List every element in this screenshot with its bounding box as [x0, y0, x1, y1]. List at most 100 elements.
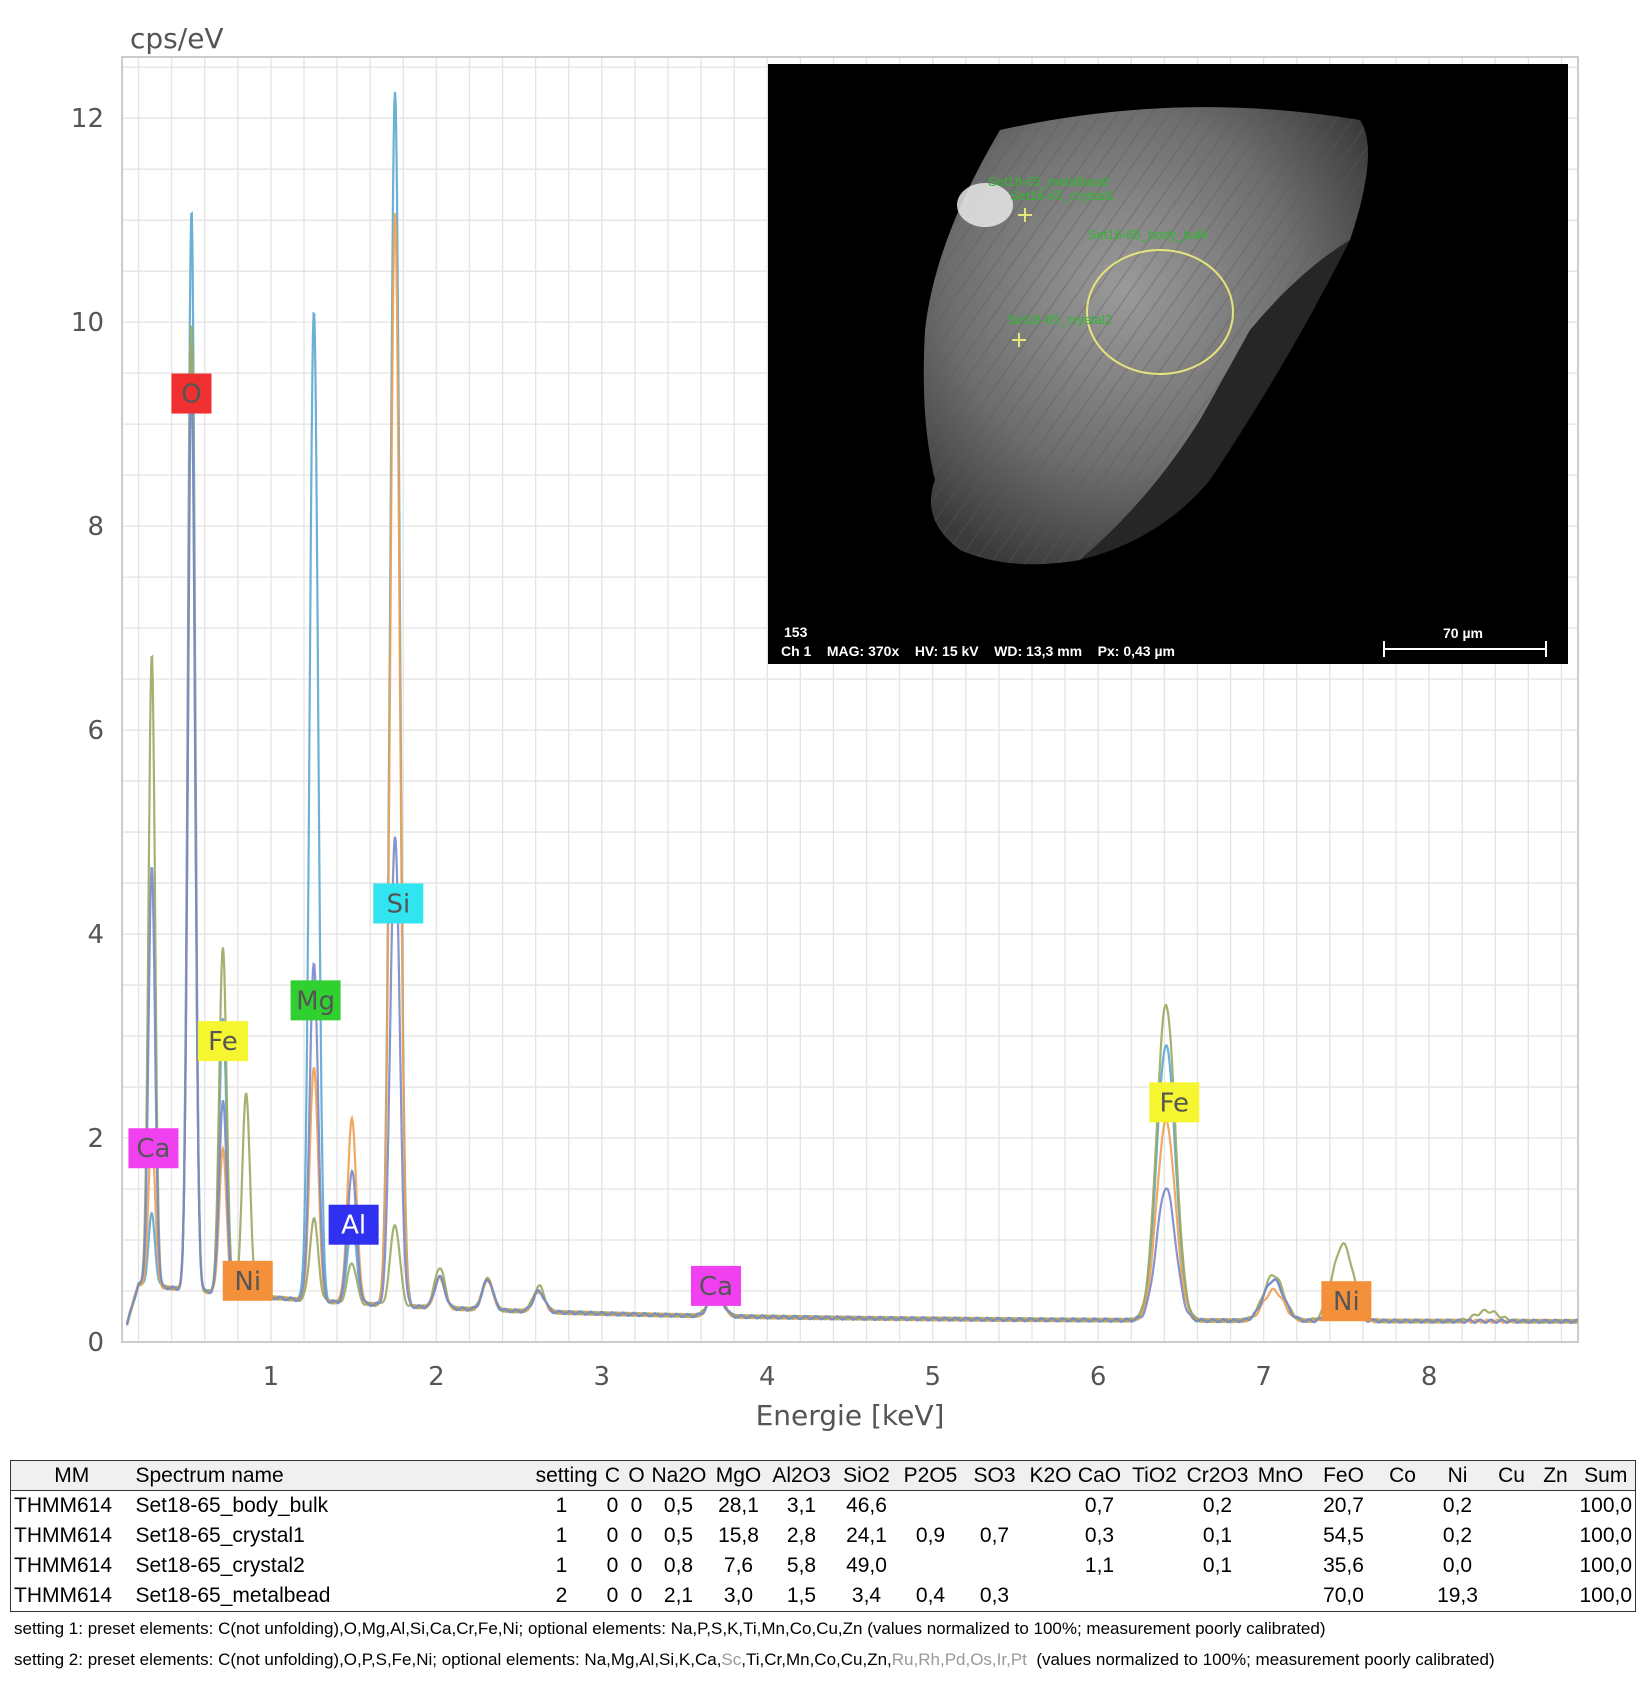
- table-cell: [899, 1491, 963, 1522]
- table-cell: 0,5: [663, 1494, 694, 1517]
- table-cell: 24,1: [846, 1524, 887, 1547]
- table-row: THMM614 Set18-65_metalbead 2 0 0 2,1 3,0 1,5 3,4…: [11, 1581, 1636, 1612]
- y-tick-label: 12: [71, 104, 104, 134]
- table-cell: [1379, 1551, 1427, 1581]
- column-header: K2O: [1026, 1460, 1073, 1491]
- table-cell: 1: [555, 1524, 568, 1547]
- table-cell: [1127, 1551, 1183, 1581]
- sem-marker-crystal2: [1012, 333, 1026, 347]
- peak-label-text: Al: [341, 1211, 366, 1241]
- table-cell: 0,0: [1442, 1554, 1473, 1577]
- y-axis-label: cps/eV: [130, 22, 224, 55]
- note-setting-2-part-1: setting 2: preset elements: C(not unfold…: [14, 1650, 722, 1669]
- y-tick-label: 10: [71, 308, 104, 338]
- table-cell: 1,5: [786, 1584, 817, 1607]
- table-cell: [963, 1551, 1027, 1581]
- table-cell: 0: [630, 1524, 643, 1547]
- table-cell: 5,8: [786, 1554, 817, 1577]
- table-cell: [1379, 1521, 1427, 1551]
- table-cell: [1535, 1521, 1577, 1551]
- peak-label-text: Si: [386, 889, 410, 919]
- table-cell: 3,4: [851, 1584, 882, 1607]
- y-tick-label: 4: [87, 920, 104, 950]
- composition-table: MM Spectrum name setting C O Na2O MgO Al2O3 SiO2…: [10, 1460, 1636, 1612]
- table-cell: 1,1: [1084, 1554, 1115, 1577]
- peak-label-box: [328, 1204, 379, 1245]
- peak-label-box: [690, 1265, 741, 1306]
- column-header: MnO: [1252, 1460, 1309, 1491]
- sem-label-metalbead: Set18-65_metalbead: [988, 174, 1109, 189]
- table-cell: [1127, 1581, 1183, 1612]
- x-tick-label: 6: [1090, 1362, 1107, 1392]
- column-header: Sum: [1576, 1460, 1636, 1491]
- table-cell: 0: [630, 1554, 643, 1577]
- column-header: P2O5: [898, 1460, 963, 1491]
- peak-label-box: [197, 1021, 248, 1062]
- note-setting-2-grey-sc: Sc: [721, 1650, 742, 1669]
- table-cell: 0,3: [1084, 1524, 1115, 1547]
- table-cell: 20,7: [1323, 1494, 1364, 1517]
- table-row: THMM614 Set18-65_crystal1 1 0 0 0,5 15,8 2,8 24,…: [11, 1521, 1636, 1551]
- table-cell: [1379, 1581, 1427, 1612]
- table-cell: 2: [555, 1584, 568, 1607]
- table-cell: Set18-65_metalbead: [135, 1584, 331, 1607]
- column-header: Spectrum name: [132, 1460, 523, 1491]
- table-cell: 0,8: [663, 1554, 694, 1577]
- peak-label-mg: Mg: [290, 980, 341, 1021]
- column-header: MgO: [708, 1460, 769, 1491]
- x-axis-label: Energie [keV]: [756, 1399, 945, 1432]
- peak-label-box: [1321, 1281, 1372, 1322]
- table-cell: 0: [606, 1554, 619, 1577]
- table-cell: [1253, 1491, 1309, 1522]
- y-tick-label: 0: [87, 1328, 104, 1358]
- table-cell: 46,6: [846, 1494, 887, 1517]
- table-row: THMM614 Set18-65_body_bulk 1 0 0 0,5 28,1 3,1 46…: [11, 1491, 1636, 1522]
- table-cell: 2,8: [786, 1524, 817, 1547]
- note-setting-2-part-3: (values normalized to 100%; measurement …: [1026, 1650, 1495, 1669]
- column-header: Na2O: [648, 1460, 709, 1491]
- column-header: O: [624, 1460, 649, 1491]
- peak-label-text: O: [181, 380, 201, 410]
- chart-grid: [122, 57, 1578, 1342]
- sem-label-crystal2: Set18-65_crystal2: [1007, 312, 1112, 327]
- table-cell: 0,2: [1442, 1524, 1473, 1547]
- column-header: FeO: [1308, 1460, 1379, 1491]
- note-setting-2-grey-pgm: Ru,Rh,Pd,Os,Ir,Pt: [891, 1650, 1027, 1669]
- table-cell: 3,1: [786, 1494, 817, 1517]
- table-cell: [1489, 1581, 1535, 1612]
- table-cell: [899, 1551, 963, 1581]
- table-header-row: MM Spectrum name setting C O Na2O MgO Al2O3 SiO2…: [10, 1460, 1636, 1491]
- peak-label-ni: Ni: [1321, 1281, 1372, 1322]
- table-cell: [1027, 1551, 1073, 1581]
- table-cell: 0,2: [1202, 1494, 1233, 1517]
- sem-metalbead: [957, 183, 1013, 227]
- x-tick-label: 1: [263, 1362, 280, 1392]
- table-cell: 1: [555, 1494, 568, 1517]
- sem-scalebar: [1383, 641, 1547, 657]
- peak-label-text: Ni: [1333, 1287, 1360, 1317]
- sem-label-body-bulk: Set18-65_body_bulk: [1088, 227, 1208, 242]
- table-cell: 0,7: [979, 1524, 1010, 1547]
- peak-label-text: Ni: [234, 1267, 261, 1297]
- peak-label-text: Ca: [136, 1134, 170, 1164]
- y-tick-label: 6: [87, 716, 104, 746]
- table-cell: THMM614: [14, 1524, 113, 1547]
- peak-label-box: [1149, 1082, 1200, 1123]
- table-cell: [1535, 1581, 1577, 1612]
- column-header: Co: [1378, 1460, 1427, 1491]
- table-cell: THMM614: [14, 1554, 113, 1577]
- peak-label-ca: Ca: [128, 1128, 179, 1169]
- table-cell: [1027, 1581, 1073, 1612]
- column-header: MM: [10, 1460, 133, 1491]
- table-cell: 15,8: [718, 1524, 759, 1547]
- table-row: THMM614 Set18-65_crystal2 1 0 0 0,8 7,6 5,8 49,0…: [11, 1551, 1636, 1581]
- column-header: Cu: [1488, 1460, 1535, 1491]
- table-body: THMM614 Set18-65_body_bulk 1 0 0 0,5 28,1 3,1 46…: [11, 1491, 1636, 1612]
- sem-image-id: 153: [784, 624, 808, 640]
- table-cell: 0: [630, 1584, 643, 1607]
- column-header: Cr2O3: [1182, 1460, 1253, 1491]
- element-peak-labels: O Ca Fe Ni Mg Al Si Ca Fe Ni: [128, 373, 1372, 1322]
- peak-label-text: Fe: [1160, 1088, 1190, 1118]
- table-cell: 0: [606, 1494, 619, 1517]
